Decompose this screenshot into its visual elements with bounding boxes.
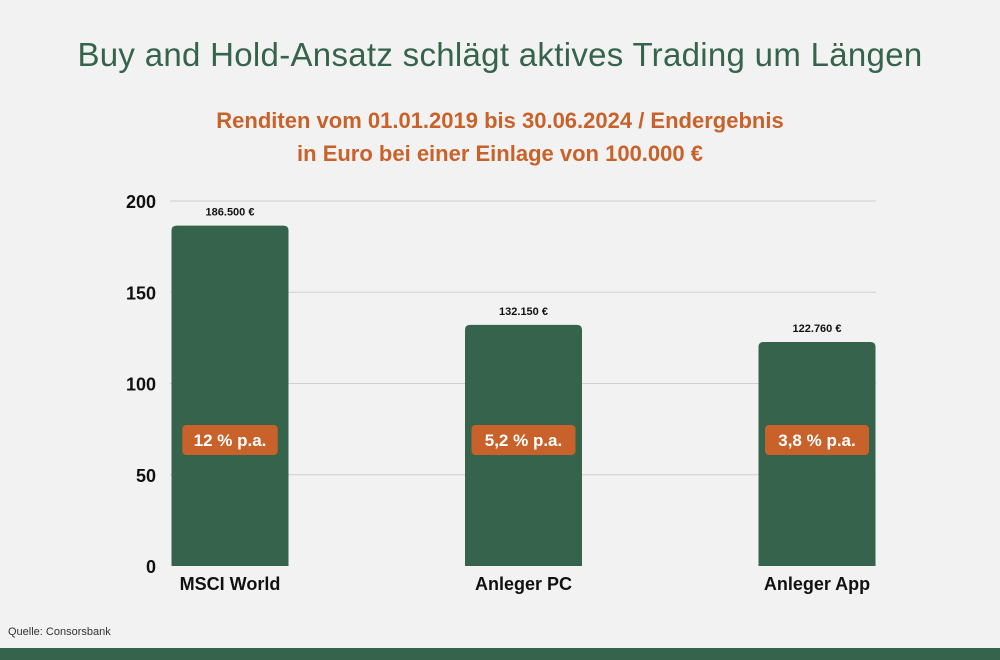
y-tick-label: 0 <box>146 557 156 577</box>
return-badge-label: 3,8 % p.a. <box>778 431 855 450</box>
subtitle-line-1: Renditen vom 01.01.2019 bis 30.06.2024 /… <box>216 108 784 133</box>
return-badge <box>471 425 576 455</box>
source-note: Quelle: Consorsbank <box>8 626 111 638</box>
return-badge-label: 5,2 % p.a. <box>485 431 562 450</box>
value-label: 122.760 € <box>793 323 842 335</box>
x-category-label: Anleger PC <box>475 574 572 594</box>
chart-subtitle: Renditen vom 01.01.2019 bis 30.06.2024 /… <box>0 104 1000 170</box>
return-badge-label: 12 % p.a. <box>194 431 267 450</box>
subtitle-line-2: in Euro bei einer Einlage von 100.000 € <box>297 141 703 166</box>
return-badge <box>765 425 869 455</box>
chart-title: Buy and Hold-Ansatz schlägt aktives Trad… <box>77 36 923 73</box>
footer-bar <box>0 648 1000 660</box>
x-category-label: Anleger App <box>764 574 870 594</box>
value-label: 186.500 € <box>206 207 255 219</box>
value-label: 132.150 € <box>499 306 548 318</box>
return-badge <box>182 425 278 455</box>
y-tick-label: 150 <box>126 283 156 303</box>
y-tick-label: 100 <box>126 375 156 395</box>
y-tick-label: 200 <box>126 192 156 212</box>
y-tick-label: 50 <box>136 466 156 486</box>
bar-msci-world <box>171 225 289 566</box>
x-category-label: MSCI World <box>180 574 281 594</box>
